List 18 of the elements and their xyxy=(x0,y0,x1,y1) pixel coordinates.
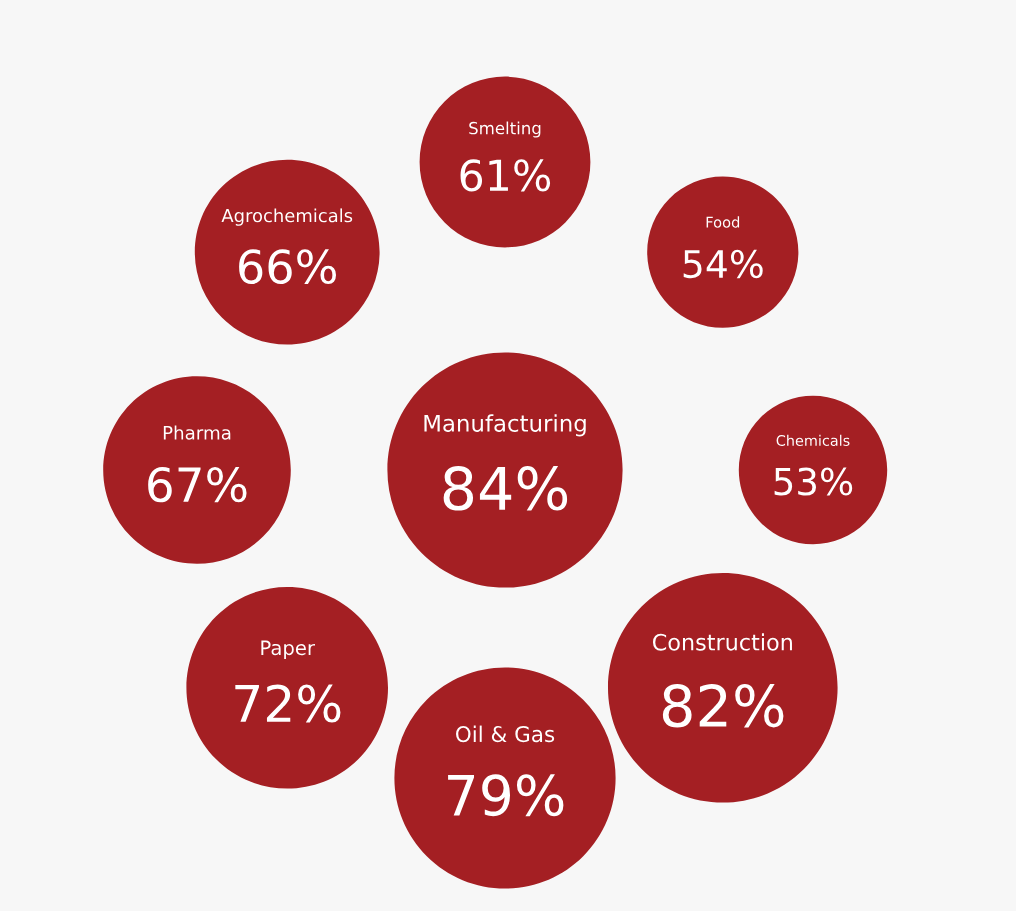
category-label: Construction xyxy=(652,633,792,651)
data-label: 54% xyxy=(683,249,763,279)
data-label: 84% xyxy=(443,466,568,511)
category-label: Agrochemicals xyxy=(221,208,353,226)
data-label: 79% xyxy=(448,774,564,817)
category-label: Oil & Gas xyxy=(456,725,555,743)
category-label: Pharma xyxy=(163,425,231,440)
data-label: 53% xyxy=(774,467,853,496)
data-label: 82% xyxy=(662,683,784,728)
category-label: Chemicals xyxy=(776,434,850,446)
data-label: 67% xyxy=(148,466,247,503)
category-label: Manufacturing xyxy=(424,414,586,437)
category-label: Food xyxy=(706,216,740,228)
category-label: Smelting xyxy=(469,121,541,138)
data-label: 61% xyxy=(460,159,551,192)
data-label: 66% xyxy=(239,249,336,285)
data-label: 72% xyxy=(235,684,341,723)
category-label: Paper xyxy=(261,640,315,659)
